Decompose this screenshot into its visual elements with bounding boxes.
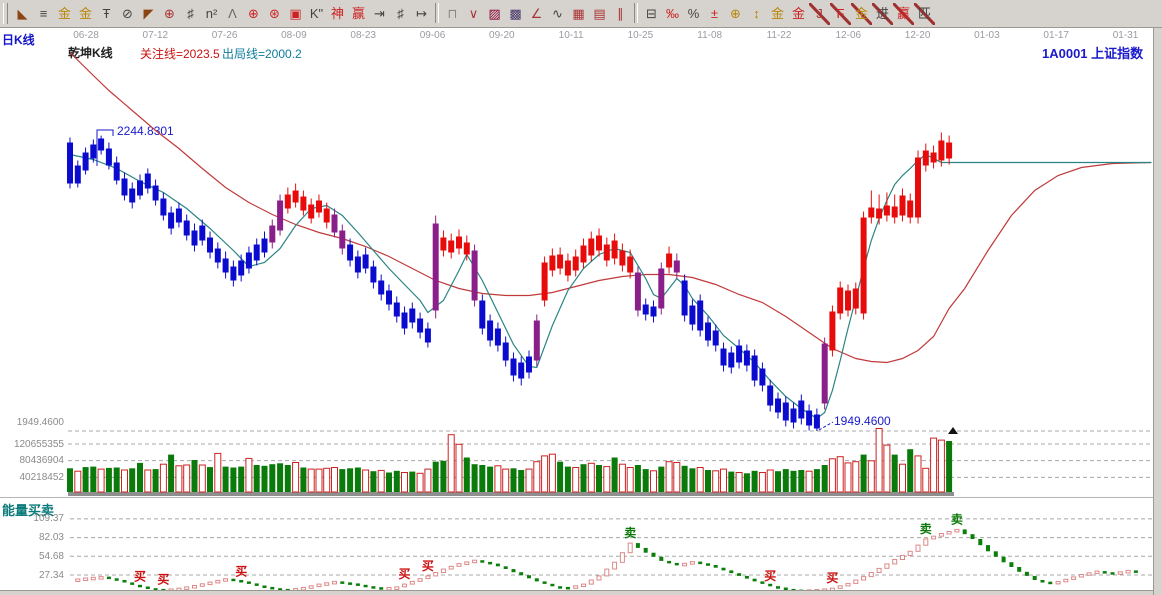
svg-text:卖: 卖	[951, 511, 963, 526]
date-label: 06-28	[73, 30, 99, 41]
svg-text:卖: 卖	[920, 521, 932, 536]
svg-text:买: 买	[134, 570, 146, 584]
gold-seal-icon[interactable]: 金	[770, 5, 784, 21]
attention-line-label: 关注线=2023.5	[140, 47, 220, 61]
date-label: 01-17	[1043, 30, 1069, 41]
svg-text:卖: 卖	[624, 525, 636, 540]
volume-axis-label: 120655355	[13, 438, 64, 450]
gold-underline-icon[interactable]: 金	[791, 5, 805, 21]
wave-lines-icon[interactable]: ∿	[552, 5, 563, 21]
date-label: 09-06	[419, 30, 446, 41]
date-label: 10-11	[558, 30, 584, 41]
j-slant-icon[interactable]: J	[809, 2, 830, 25]
shade-box-icon[interactable]: ▨	[488, 5, 501, 21]
grid-fine-icon[interactable]: ▦	[572, 5, 585, 21]
panel2-title: 能量买卖	[2, 503, 55, 518]
date-label: 07-26	[211, 30, 238, 41]
toolbar-drag-handle[interactable]	[3, 3, 8, 24]
grid-box-red-icon[interactable]: ▣	[289, 5, 302, 21]
date-label: 11-22	[766, 30, 792, 41]
star-red-icon[interactable]: ⊛	[269, 5, 280, 21]
gold-slant-icon[interactable]: 金	[851, 2, 872, 25]
right-scrollbar[interactable]	[1153, 28, 1162, 595]
svg-text:买: 买	[764, 569, 776, 583]
brush-icon[interactable]: ◣	[17, 5, 28, 21]
percent-bar-icon[interactable]: ±	[710, 5, 719, 21]
indicator-name-label: 乾坤K线	[68, 46, 113, 60]
oscillator-axis-label: 109.37	[33, 513, 64, 525]
gold-pan-icon[interactable]: 金	[57, 5, 71, 21]
measure-icon[interactable]: ⇥	[374, 5, 385, 21]
volume-axis-label: 80436904	[19, 455, 65, 467]
toolbar-separator	[435, 2, 439, 23]
fence-icon[interactable]: ♯	[187, 5, 194, 21]
date-label: 11-08	[697, 30, 723, 41]
toolbar: ◣ ≡ 金金 Ŧ ⊘ ◤ ⊕ ♯ n² Λ ⊕ ⊛ ▣ K" 神赢 ⇥ ♯ ↦ ⊓ ∨ ▨ ▩ ∠ ∿ ▦ ▤ ∥ ⊟ ‰% ± ⊕ ↕ 金金 J…	[0, 0, 1162, 28]
date-label: 12-06	[835, 30, 862, 41]
exit-line-label: 出局线=2000.2	[222, 47, 302, 61]
ruler-a-icon[interactable]: Λ	[228, 5, 237, 21]
high-price-annotation: 2244.8301	[117, 124, 174, 138]
brush-2-icon[interactable]: ◤	[143, 5, 154, 21]
n-squared-icon[interactable]: n²	[205, 5, 218, 21]
date-label: 01-31	[1112, 30, 1139, 41]
gold-circle-icon[interactable]: ⊕	[730, 5, 741, 21]
date-label: 08-09	[281, 30, 307, 41]
shen-red-icon[interactable]: 神	[330, 5, 344, 21]
f-slant-icon[interactable]: F	[830, 2, 851, 25]
low-price-annotation: 1949.4600	[834, 414, 891, 428]
percent-icon[interactable]: %	[687, 5, 700, 21]
date-label: 08-23	[350, 30, 376, 41]
period-label[interactable]: 日K线	[2, 33, 35, 47]
k-quote-icon[interactable]: K"	[309, 5, 324, 21]
toolbar-icons: ◣ ≡ 金金 Ŧ ⊘ ◤ ⊕ ♯ n² Λ ⊕ ⊛ ▣ K" 神赢 ⇥ ♯ ↦ ⊓ ∨ ▨ ▩ ∠ ∿ ▦ ▤ ∥ ⊟ ‰% ± ⊕ ↕ 金金 J…	[12, 2, 935, 25]
date-label: 09-20	[489, 30, 515, 41]
ying-red-icon[interactable]: 赢	[351, 5, 365, 21]
permille-strike-icon[interactable]: ‰	[666, 5, 679, 21]
ying-slant-icon[interactable]: 赢	[893, 2, 914, 25]
hash-grid-icon[interactable]: ≡	[39, 5, 48, 21]
date-label: 01-03	[974, 30, 1000, 41]
svg-text:买: 买	[826, 571, 838, 585]
spring-icon[interactable]: ⊘	[122, 5, 133, 21]
volume-axis-label: 40218452	[19, 471, 65, 483]
oscillator-axis-label: 54.68	[38, 550, 64, 562]
date-label: 07-12	[142, 30, 169, 41]
shade-box-2-icon[interactable]: ▩	[509, 5, 522, 21]
flag-grid-icon[interactable]: Ŧ	[102, 5, 111, 21]
toolbar-separator	[634, 2, 638, 23]
svg-text:买: 买	[398, 567, 410, 581]
fence-2-icon[interactable]: ♯	[397, 5, 404, 21]
date-label: 10-25	[627, 30, 654, 41]
symbol-label: 1A0001 上证指数	[1042, 46, 1144, 61]
fan-lines-icon[interactable]: ∨	[468, 5, 479, 21]
gold-bars-icon[interactable]: ↕	[753, 5, 760, 21]
box-tool-icon[interactable]: ⊓	[447, 5, 458, 21]
price-axis-label: 1949.4600	[16, 417, 64, 428]
grid-fine-2-icon[interactable]: ▤	[593, 5, 606, 21]
svg-text:买: 买	[422, 559, 434, 573]
angle-lines-icon[interactable]: ∠	[530, 5, 543, 21]
svg-text:买: 买	[235, 564, 247, 578]
compass-icon[interactable]: ⊕	[164, 5, 175, 21]
jin-slant-icon[interactable]: 进	[872, 2, 893, 25]
si-slant-icon[interactable]: 匹	[914, 2, 935, 25]
oscillator-axis-label: 82.03	[38, 532, 64, 544]
arrow-span-icon[interactable]: ↦	[416, 5, 427, 21]
svg-text:买: 买	[157, 573, 169, 587]
date-label: 12-20	[904, 30, 931, 41]
parallel-lines-icon[interactable]: ∥	[617, 5, 624, 21]
oscillator-axis-label: 27.34	[38, 569, 64, 581]
gold-pan-2-icon[interactable]: 金	[78, 5, 92, 21]
bottom-window-edge	[0, 590, 1153, 595]
chart-list-icon[interactable]: ⊟	[646, 5, 657, 21]
target-red-icon[interactable]: ⊕	[248, 5, 259, 21]
